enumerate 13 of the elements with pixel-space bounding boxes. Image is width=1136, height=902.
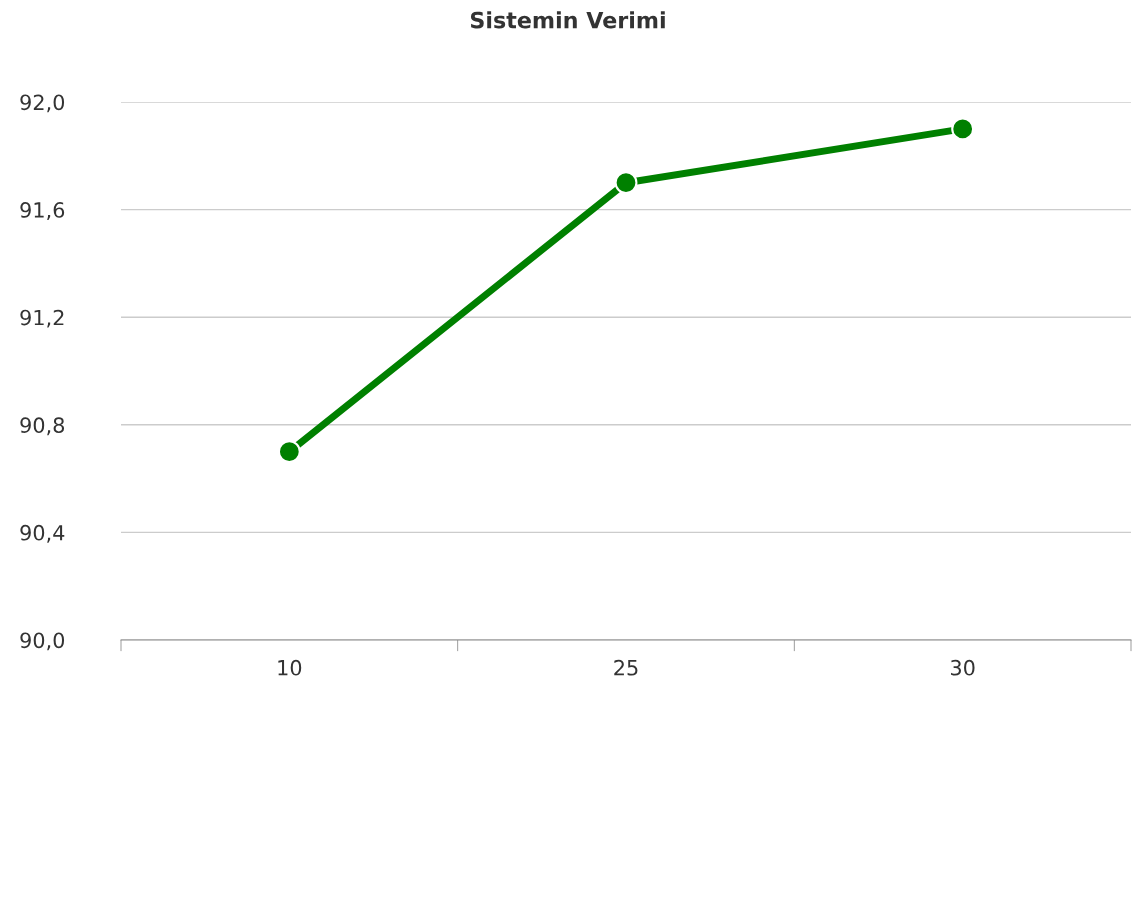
x-tick-label: 30 (951, 659, 975, 676)
point (277, 440, 301, 464)
y-tick-label: 91,6 (20, 202, 65, 220)
x-tick-label: 25 (614, 659, 638, 676)
point (614, 171, 638, 195)
chart-title: Sistemin Verimi (470, 11, 665, 29)
x-tick-label: 10 (278, 659, 302, 676)
y-tick-label: 92,0 (20, 94, 65, 113)
y-tick-label: 91,2 (20, 309, 64, 328)
y-tick-label: 90,8 (20, 417, 65, 436)
y-tick-label: 90,4 (20, 524, 65, 543)
point (951, 117, 975, 141)
y-tick-label: 90,0 (20, 632, 65, 651)
